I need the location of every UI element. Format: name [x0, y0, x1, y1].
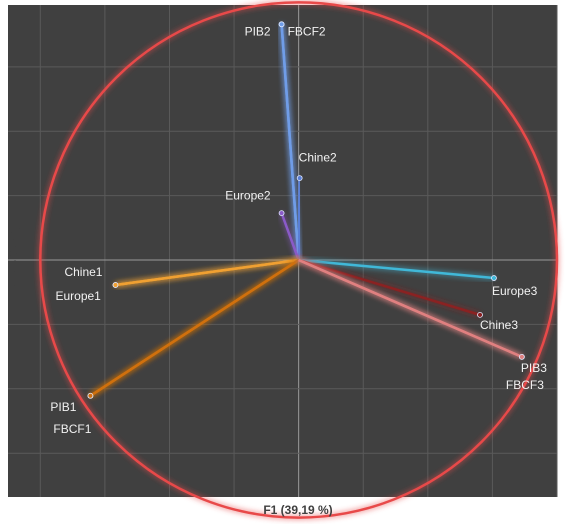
- vector: [297, 178, 301, 261]
- point: [491, 275, 497, 281]
- point-label: Chine1: [64, 265, 102, 279]
- labels: PIB2 FBCF2 Chine2 Europe2 Chine1 Europe1 PIB1 F…: [50, 24, 547, 435]
- point: [87, 392, 94, 399]
- vector: [298, 258, 523, 359]
- point: [518, 353, 525, 360]
- vector: [280, 24, 300, 261]
- point-label: PIB3: [521, 361, 547, 375]
- vector: [89, 258, 300, 397]
- vector: [280, 212, 300, 261]
- point-label: PIB2: [245, 24, 271, 38]
- y-axis-title: F2 (25,02 %): [7, 225, 21, 294]
- point: [278, 210, 285, 217]
- point-label: Europe3: [492, 284, 538, 298]
- point: [278, 21, 285, 28]
- x-axis-title: F1 (39,19 %): [263, 503, 332, 517]
- point-label: FBCF3: [506, 378, 544, 392]
- point-label: FBCF1: [53, 422, 91, 436]
- point-label: Chine2: [299, 150, 337, 164]
- point-label: PIB1: [50, 400, 76, 414]
- grid: [8, 5, 558, 497]
- vector: [298, 258, 481, 317]
- point: [477, 311, 483, 318]
- marks: [39, 1, 559, 519]
- point-label: Chine3: [480, 318, 518, 332]
- point-label: Europe2: [225, 188, 271, 202]
- point-label: FBCF2: [288, 24, 326, 38]
- correlation-circle: [39, 1, 559, 519]
- vector: [298, 258, 495, 280]
- point: [296, 175, 303, 182]
- point: [112, 282, 119, 288]
- point-label: Europe1: [55, 289, 101, 303]
- vector: [115, 258, 299, 287]
- plot-area: [8, 5, 557, 497]
